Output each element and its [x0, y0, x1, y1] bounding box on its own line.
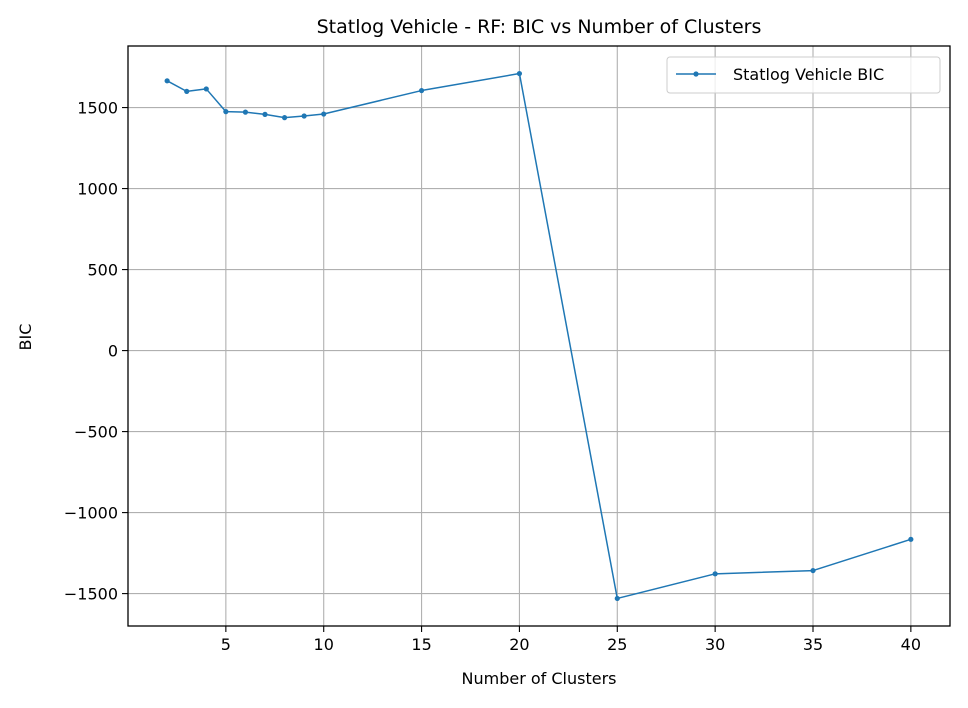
- y-tick-label: 1000: [77, 180, 118, 199]
- y-tick-label: 1500: [77, 99, 118, 118]
- chart-title: Statlog Vehicle - RF: BIC vs Number of C…: [317, 16, 762, 38]
- plot-frame: [127, 45, 951, 627]
- data-point: [810, 567, 816, 574]
- x-tick-label: 20: [509, 635, 529, 654]
- x-axis-label: Number of Clusters: [462, 669, 617, 688]
- data-point: [516, 70, 523, 77]
- data-point: [223, 109, 229, 115]
- y-tick-label: −500: [74, 423, 118, 442]
- x-tick-label: 40: [901, 635, 921, 654]
- data-point: [614, 595, 620, 602]
- data-point: [301, 113, 307, 119]
- x-tick-label: 10: [314, 635, 334, 654]
- legend-marker-sample: [693, 71, 699, 77]
- x-tick-label: 30: [705, 635, 725, 654]
- legend-box: [666, 56, 941, 94]
- series-layer: [164, 70, 914, 602]
- y-tick-label: −1500: [64, 585, 118, 604]
- legend: Statlog Vehicle BIC: [666, 56, 941, 94]
- data-point: [164, 78, 170, 84]
- data-point: [418, 87, 425, 94]
- y-tick-label: 0: [108, 342, 118, 361]
- x-tick-label: 25: [607, 635, 627, 654]
- y-tick-label: 500: [87, 261, 118, 280]
- data-point: [908, 536, 914, 542]
- x-tick-label: 15: [411, 635, 431, 654]
- grid-lines: [128, 46, 950, 626]
- data-point: [184, 88, 190, 94]
- data-point: [203, 86, 209, 92]
- series-line: [166, 72, 912, 600]
- x-tick-label: 35: [803, 635, 823, 654]
- y-tick-label: −1000: [64, 504, 118, 523]
- data-point: [281, 115, 288, 121]
- y-axis-label: BIC: [16, 324, 35, 351]
- data-point: [242, 109, 249, 115]
- data-point: [262, 111, 268, 117]
- x-tick-label: 5: [221, 635, 231, 654]
- axis-ticks: 5 10 15 20 25 30 35 40 −1500 −1000 −500 0 500 1000 150…: [64, 99, 921, 654]
- legend-label: Statlog Vehicle BIC: [733, 65, 884, 84]
- data-point: [321, 111, 327, 117]
- data-point: [712, 571, 718, 577]
